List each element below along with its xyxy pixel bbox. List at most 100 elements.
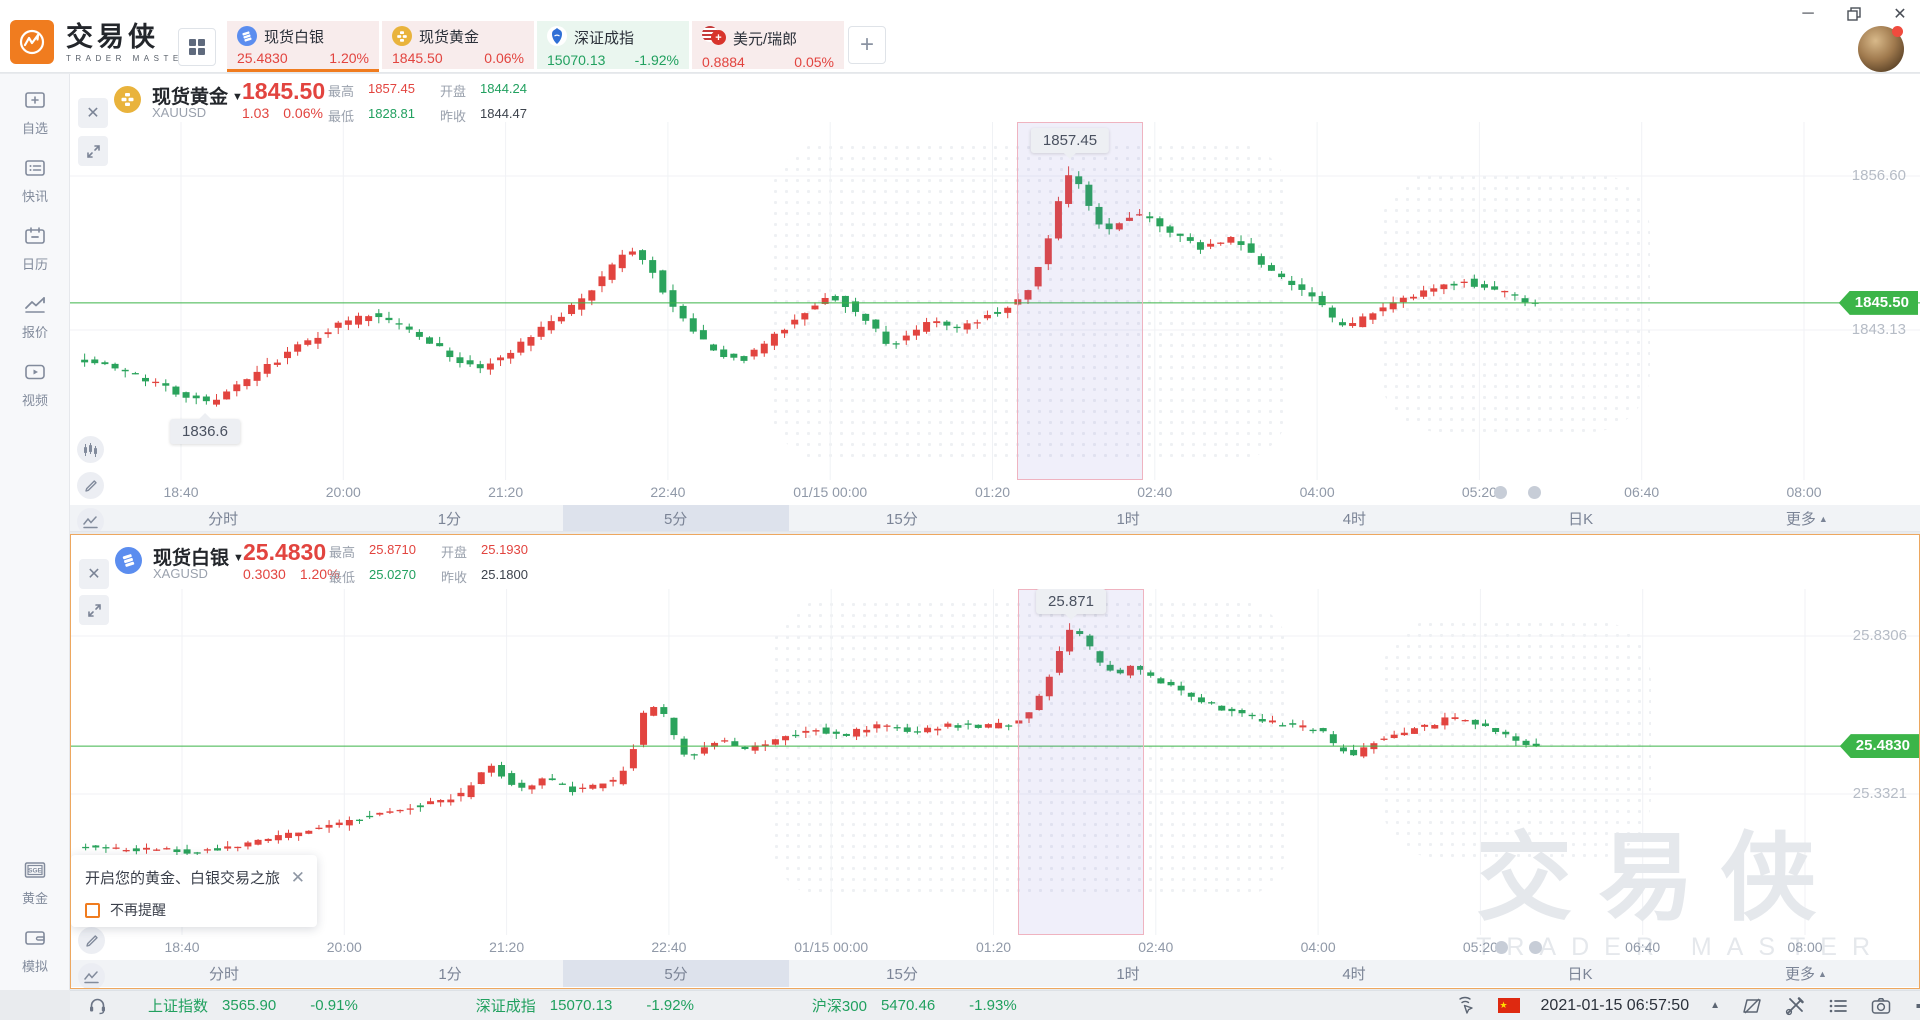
index-沪深300[interactable]: 沪深300 5470.46 -1.93% — [812, 995, 1017, 1016]
low-value: 25.0270 — [369, 567, 416, 582]
timeframe-5分[interactable]: 5分 — [563, 960, 789, 987]
onboarding-popup: 开启您的黄金、白银交易之旅 ✕ 不再提醒 — [71, 855, 317, 927]
add-instrument-button[interactable]: + — [848, 26, 886, 64]
calendar-icon — [24, 226, 46, 249]
close-chart-button[interactable]: ✕ — [79, 559, 109, 589]
tab-change: -1.92% — [634, 52, 679, 68]
change-value: 1.03 — [242, 105, 270, 121]
index-上证指数[interactable]: 上证指数 3565.90 -0.91% — [148, 995, 358, 1016]
time-tick: 20:00 — [325, 484, 361, 500]
caret-up-icon[interactable]: ▲ — [1710, 1000, 1720, 1011]
time-tick: 06:40 — [1624, 484, 1660, 500]
expand-chart-button[interactable] — [78, 136, 108, 166]
gold-candlestick-chart[interactable]: 1856.60 1843.13 1845.50 1857.45 1836.6 — [70, 122, 1920, 480]
timeframe-15分[interactable]: 15分 — [886, 511, 918, 528]
timeframe-5分[interactable]: 5分 — [562, 505, 789, 531]
network-signal-icon[interactable] — [1455, 995, 1477, 1017]
tools-icon[interactable] — [1784, 995, 1806, 1017]
gold-time-axis: 18:40 20:00 21:20 22:40 01/15 00:00 01:20 02:4… — [70, 480, 1920, 505]
price-grid-label: 1856.60 — [1851, 167, 1906, 185]
sidebar-item-视频[interactable]: 视频 — [0, 356, 70, 414]
time-tick: 01:20 — [974, 484, 1011, 500]
chevron-down-icon: ▼ — [233, 552, 244, 564]
instrument-code: XAGUSD — [153, 566, 208, 581]
minimize-button[interactable]: ─ — [1802, 5, 1814, 22]
sidebar-item-模拟[interactable]: 模拟 — [0, 922, 70, 980]
sidebar-item-label: 报价 — [21, 324, 48, 340]
chart-type-button[interactable] — [77, 436, 104, 463]
no-draw-icon[interactable] — [1741, 995, 1763, 1017]
silver-timeframe-bar: 分时 1分 5分 15分 1时 4时 日K 更多 ▲ — [71, 960, 1919, 987]
sidebar-item-报价[interactable]: 报价 — [0, 288, 70, 346]
sidebar-item-黄金[interactable]: SGE 黄金 — [0, 854, 70, 912]
tab-price: 15070.13 — [547, 52, 606, 68]
dont-remind-checkbox-row[interactable]: 不再提醒 — [85, 900, 305, 920]
timeframe-1时[interactable]: 1时 — [1116, 511, 1140, 528]
index-深证成指[interactable]: 深证成指 15070.13 -1.92% — [476, 995, 694, 1016]
close-button[interactable]: ✕ — [1893, 6, 1907, 23]
time-tick: 21:20 — [488, 484, 524, 500]
popup-close-icon[interactable]: ✕ — [290, 867, 305, 887]
silver-candlestick-chart[interactable]: 25.8306 25.3321 25.4830 25.871 — [71, 589, 1919, 935]
sidebar-item-自选[interactable]: 自选 — [0, 84, 70, 142]
instrument-name[interactable]: 现货白银 ▼ — [153, 543, 244, 570]
timeframe-1时[interactable]: 1时 — [1116, 966, 1140, 983]
close-chart-button[interactable]: ✕ — [78, 98, 108, 128]
timeframe-4时[interactable]: 4时 — [1342, 511, 1367, 528]
draw-tool-button[interactable] — [78, 927, 105, 954]
low-label: 最低 — [329, 570, 356, 585]
timeframe-1分[interactable]: 1分 — [438, 966, 462, 983]
instrument-name-text: 现货白银 — [153, 548, 230, 569]
grid-icon — [189, 39, 205, 55]
sidebar-item-快讯[interactable]: 快讯 — [0, 152, 70, 210]
timeframe-分时[interactable]: 分时 — [208, 966, 239, 983]
checkbox-label: 不再提醒 — [110, 902, 166, 918]
time-tick: 02:40 — [1138, 939, 1174, 955]
checkbox[interactable] — [85, 902, 100, 918]
sidebar-item-日历[interactable]: 日历 — [0, 220, 70, 278]
timeframe-more[interactable]: 更多 ▲ — [1693, 960, 1919, 987]
restore-button[interactable] — [1844, 4, 1864, 24]
instrument-name-text: 现货黄金 — [152, 87, 229, 108]
open-value: 25.1930 — [481, 542, 528, 557]
gold-chart-header: ✕ 现货黄金 ▼ XAUUSD 1845.50 1.03 0.06% 最高 1857.… — [70, 74, 1920, 128]
line-chart-button[interactable] — [78, 963, 105, 988]
timeframe-日K[interactable]: 日K — [1568, 511, 1594, 528]
instrument-tab-美元/瑞郎[interactable]: + 美元/瑞郎 0.8884 0.05% — [692, 21, 844, 70]
user-avatar[interactable] — [1858, 26, 1904, 72]
timeframe-15分[interactable]: 15分 — [886, 966, 918, 983]
ohlc-stats: 最高 25.8710 开盘 25.1930 最低 25.0270 昨收 25.1800 — [329, 542, 553, 592]
open-value: 1844.24 — [480, 81, 527, 96]
chart-grid: ✕ 现货黄金 ▼ XAUUSD 1845.50 1.03 0.06% 最高 1857.… — [70, 74, 1920, 1020]
instrument-tab-现货白银[interactable]: 现货白银 25.4830 1.20% — [227, 21, 379, 72]
szse-icon — [547, 26, 567, 49]
draw-tool-button[interactable] — [77, 472, 104, 499]
axis-handle-dot[interactable] — [1528, 486, 1541, 499]
index-change: -1.92% — [646, 997, 694, 1014]
expand-chart-button[interactable] — [79, 595, 109, 625]
price-grid-label: 1843.13 — [1851, 321, 1906, 338]
low-label: 最低 — [328, 109, 355, 124]
instrument-name[interactable]: 现货黄金 ▼ — [152, 82, 243, 109]
timeframe-4时[interactable]: 4时 — [1342, 966, 1366, 983]
list-icon[interactable] — [1827, 995, 1849, 1017]
instrument-tab-深证成指[interactable]: 深证成指 15070.13 -1.92% — [537, 21, 689, 69]
index-name: 上证指数 — [148, 998, 209, 1015]
camera-icon[interactable] — [1870, 995, 1892, 1017]
timeframe-more[interactable]: 更多 ▲ — [1694, 505, 1920, 531]
layout-grid-button[interactable] — [178, 28, 216, 66]
instrument-tab-现货黄金[interactable]: 现货黄金 1845.50 0.06% — [382, 21, 534, 69]
timeframe-分时[interactable]: 分时 — [208, 511, 239, 528]
high-value: 1857.45 — [368, 81, 415, 96]
more-label: 更多 — [1785, 966, 1816, 983]
support-headset-icon[interactable] — [86, 995, 108, 1017]
cn-flag-icon: ★ — [1497, 998, 1520, 1013]
axis-handle-dot[interactable] — [1495, 941, 1508, 954]
timeframe-日K[interactable]: 日K — [1567, 966, 1593, 983]
mute-icon[interactable] — [1913, 995, 1920, 1017]
timeframe-1分[interactable]: 1分 — [437, 511, 462, 528]
axis-handle-dot[interactable] — [1494, 486, 1507, 499]
line-chart-button[interactable] — [77, 508, 104, 531]
axis-handle-dot[interactable] — [1529, 941, 1542, 954]
